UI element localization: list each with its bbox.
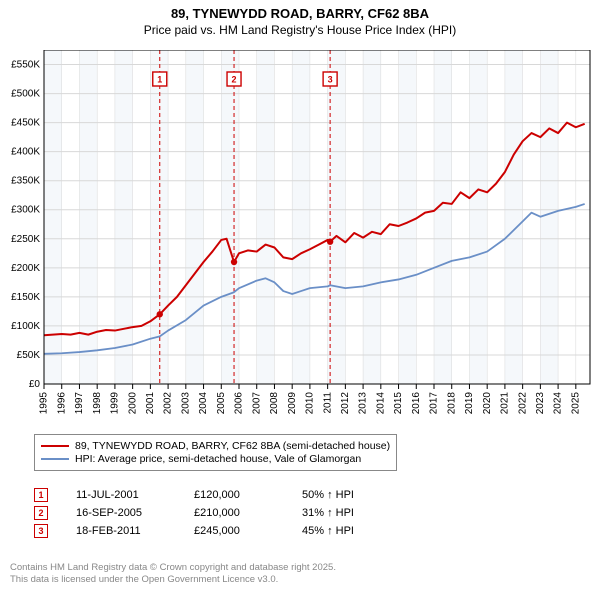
svg-text:£550K: £550K [11, 60, 40, 71]
legend-swatch [41, 458, 69, 460]
svg-text:2024: 2024 [553, 392, 564, 415]
disclaimer-line2: This data is licensed under the Open Gov… [10, 574, 336, 586]
svg-text:1996: 1996 [56, 392, 67, 415]
svg-text:2015: 2015 [393, 392, 404, 415]
svg-text:2012: 2012 [340, 392, 351, 415]
svg-text:2021: 2021 [500, 392, 511, 415]
event-price: £120,000 [194, 489, 274, 501]
legend: 89, TYNEWYDD ROAD, BARRY, CF62 8BA (semi… [34, 434, 397, 471]
svg-text:2020: 2020 [482, 392, 493, 415]
svg-text:2001: 2001 [145, 392, 156, 415]
svg-text:2010: 2010 [305, 392, 316, 415]
disclaimer: Contains HM Land Registry data © Crown c… [10, 562, 336, 586]
chart-title-block: 89, TYNEWYDD ROAD, BARRY, CF62 8BA Price… [0, 0, 600, 37]
svg-text:3: 3 [328, 75, 333, 85]
line-chart-svg: £0 £50K £100K £150K £200K £250K £300K £350K £400… [4, 50, 596, 428]
svg-text:£300K: £300K [11, 205, 40, 216]
svg-text:£150K: £150K [11, 292, 40, 303]
svg-text:2018: 2018 [446, 392, 457, 415]
svg-text:£450K: £450K [11, 118, 40, 129]
event-pct: 45% ↑ HPI [302, 525, 392, 537]
svg-text:2006: 2006 [234, 392, 245, 415]
svg-text:2003: 2003 [180, 392, 191, 415]
svg-text:£0: £0 [29, 379, 41, 390]
event-row: 3 18-FEB-2011 £245,000 45% ↑ HPI [34, 524, 392, 538]
svg-text:2011: 2011 [322, 392, 333, 414]
svg-text:£500K: £500K [11, 89, 40, 100]
svg-text:£400K: £400K [11, 147, 40, 158]
disclaimer-line1: Contains HM Land Registry data © Crown c… [10, 562, 336, 574]
svg-text:2025: 2025 [570, 392, 581, 415]
svg-text:2007: 2007 [251, 392, 262, 415]
svg-text:£200K: £200K [11, 263, 40, 274]
event-price: £210,000 [194, 507, 274, 519]
svg-text:2017: 2017 [429, 392, 440, 415]
svg-text:2004: 2004 [198, 392, 209, 415]
svg-text:2: 2 [232, 75, 237, 85]
svg-text:£250K: £250K [11, 234, 40, 245]
svg-text:2019: 2019 [464, 392, 475, 415]
chart-subtitle: Price paid vs. HM Land Registry's House … [0, 23, 600, 37]
chart-container: £0 £50K £100K £150K £200K £250K £300K £350K £400… [4, 50, 596, 428]
event-date: 11-JUL-2001 [76, 489, 166, 501]
svg-text:£100K: £100K [11, 321, 40, 332]
svg-text:2008: 2008 [269, 392, 280, 415]
legend-row: HPI: Average price, semi-detached house,… [41, 453, 390, 465]
event-marker: 1 [34, 488, 48, 502]
svg-text:2016: 2016 [411, 392, 422, 415]
svg-text:1998: 1998 [92, 392, 103, 415]
event-date: 18-FEB-2011 [76, 525, 166, 537]
svg-text:2002: 2002 [163, 392, 174, 415]
event-date: 16-SEP-2005 [76, 507, 166, 519]
svg-text:2023: 2023 [535, 392, 546, 415]
svg-text:£50K: £50K [17, 350, 41, 361]
event-marker: 3 [34, 524, 48, 538]
svg-text:£350K: £350K [11, 176, 40, 187]
svg-text:1: 1 [157, 75, 162, 85]
legend-row: 89, TYNEWYDD ROAD, BARRY, CF62 8BA (semi… [41, 440, 390, 452]
legend-label: HPI: Average price, semi-detached house,… [75, 453, 361, 465]
svg-text:1999: 1999 [110, 392, 121, 415]
event-price: £245,000 [194, 525, 274, 537]
svg-text:2022: 2022 [517, 392, 528, 415]
event-row: 2 16-SEP-2005 £210,000 31% ↑ HPI [34, 506, 392, 520]
event-marker: 2 [34, 506, 48, 520]
event-pct: 50% ↑ HPI [302, 489, 392, 501]
chart-title: 89, TYNEWYDD ROAD, BARRY, CF62 8BA [0, 6, 600, 21]
events-table: 1 11-JUL-2001 £120,000 50% ↑ HPI 2 16-SEP-200… [34, 484, 392, 542]
legend-swatch [41, 445, 69, 447]
svg-text:1997: 1997 [74, 392, 85, 415]
legend-label: 89, TYNEWYDD ROAD, BARRY, CF62 8BA (semi… [75, 440, 390, 452]
event-pct: 31% ↑ HPI [302, 507, 392, 519]
event-row: 1 11-JUL-2001 £120,000 50% ↑ HPI [34, 488, 392, 502]
svg-text:2005: 2005 [216, 392, 227, 415]
svg-text:2013: 2013 [358, 392, 369, 415]
svg-text:1995: 1995 [39, 392, 50, 415]
svg-text:2009: 2009 [287, 392, 298, 415]
svg-text:2000: 2000 [127, 392, 138, 415]
svg-text:2014: 2014 [375, 392, 386, 415]
